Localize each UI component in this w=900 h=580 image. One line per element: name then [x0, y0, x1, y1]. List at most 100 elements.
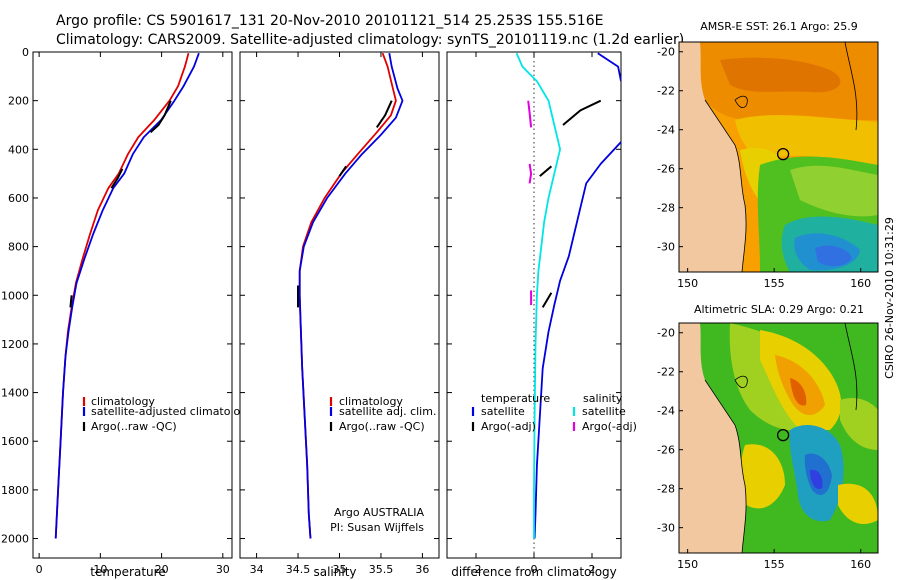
sla-map-frame	[678, 322, 879, 554]
series-satellite-adj-clim	[298, 53, 404, 539]
x-tick-label: 10	[93, 563, 107, 576]
side-timestamp-label: CSIRO 26-Nov-2010 10:31:29	[883, 217, 896, 379]
map-y-tick-label: -30	[657, 241, 675, 254]
map-x-tick-label: 150	[677, 277, 698, 290]
difference-panel: -2 0 2 difference from climatology tempera…	[446, 51, 637, 579]
y-tick-label: 800	[8, 241, 29, 254]
difference-xlabel: difference from climatology	[451, 565, 617, 579]
map-x-tick-label: 155	[764, 277, 785, 290]
legend-title-salinity: salinity	[583, 392, 623, 405]
y-tick-label: 200	[8, 95, 29, 108]
legend-label-argo: Argo(..raw -QC)	[339, 420, 425, 433]
series-argo-raw-qc	[69, 295, 73, 308]
map-y-tick-label: -26	[657, 444, 675, 457]
annotation-argo-australia: Argo AUSTRALIA	[334, 506, 424, 519]
x-tick-label: 35	[333, 563, 347, 576]
y-tick-label: 600	[8, 192, 29, 205]
temperature-plot-frame	[32, 51, 233, 559]
argo-location-marker	[776, 147, 790, 161]
series-argo-adj-temperature	[562, 99, 602, 126]
series-argo-raw-qc	[338, 165, 347, 177]
series-argo-raw-qc	[149, 100, 172, 134]
legend-label-argo: Argo(..raw -QC)	[91, 420, 177, 433]
map-y-tick-label: -22	[657, 85, 675, 98]
temperature-legend: climatology satellite-adjusted climatolo…	[82, 395, 254, 433]
series-satellite-temperature	[597, 52, 621, 82]
sst-map-ticks: 150 155 160 -20 -22 -24 -26 -28 -30	[657, 46, 871, 290]
x-tick-label: 0	[531, 563, 538, 576]
legend-label-satellite: satellite-adjusted climatology	[91, 405, 254, 418]
x-tick-label: 35.5	[369, 563, 394, 576]
difference-legend: temperature salinity satellite Argo(-adj…	[471, 392, 637, 433]
y-tick-label: 2000	[1, 533, 29, 546]
series-argo-adj-temperature	[539, 165, 553, 177]
map-y-tick-label: -22	[657, 366, 675, 379]
series-argo-adj-salinity	[528, 163, 533, 184]
y-tick-label: 1000	[1, 289, 29, 302]
salinity-plot-frame	[239, 51, 440, 559]
header-line-1: Argo profile: CS 5901617_131 20-Nov-2010…	[56, 13, 603, 29]
legend-label-climatology: climatology	[339, 395, 403, 408]
y-tick-label: 400	[8, 143, 29, 156]
y-tick-label: 0	[22, 46, 29, 59]
temperature-xlabel: temperature	[90, 565, 165, 579]
x-tick-label: 20	[155, 563, 169, 576]
header-line-2: Climatology: CARS2009. Satellite-adjuste…	[56, 32, 684, 48]
salinity-panel: 34 34.5 35 35.5 36 salinity climatology sate…	[239, 51, 440, 579]
map-y-tick-label: -24	[657, 405, 675, 418]
legend-label-climatology: climatology	[91, 395, 155, 408]
series-satellite-temperature-lower	[533, 141, 621, 539]
sla-map-ticks: 150 155 160 -20 -22 -24 -26 -28 -30	[657, 327, 871, 571]
legend-label-satellite: satellite adj. clim.	[339, 405, 436, 418]
map-y-tick-label: -30	[657, 522, 675, 535]
legend-label-temp-satellite: satellite	[481, 405, 525, 418]
series-satellite-adjusted-climatology	[54, 52, 200, 539]
sst-map-field	[679, 42, 878, 272]
map-x-tick-label: 160	[850, 277, 871, 290]
sla-map: Altimetric SLA: 0.29 Argo: 0.21 150 155 16…	[657, 303, 879, 571]
difference-ticks: -2 0 2	[447, 51, 621, 576]
x-tick-label: 30	[216, 563, 230, 576]
temperature-panel: 0 10 20 30 0 200 400 600 800 1000 1200 1400 1600 1800…	[1, 46, 254, 579]
series-argo-adj-salinity	[527, 100, 533, 128]
map-y-tick-label: -24	[657, 124, 675, 137]
sst-map-title: AMSR-E SST: 26.1 Argo: 25.9	[700, 20, 858, 33]
series-argo-raw-qc	[110, 168, 124, 189]
series-satellite-salinity	[515, 52, 561, 539]
series-argo-raw-qc	[375, 100, 393, 128]
salinity-xlabel: salinity	[313, 565, 356, 579]
map-y-tick-label: -20	[657, 46, 675, 59]
series-argo-adj-temperature	[541, 292, 553, 308]
annotation-pi: PI: Susan Wijffels	[330, 521, 424, 534]
map-x-tick-label: 155	[764, 558, 785, 571]
map-y-tick-label: -28	[657, 483, 675, 496]
argo-location-marker	[776, 428, 790, 442]
map-y-tick-label: -20	[657, 327, 675, 340]
sla-map-field	[679, 323, 878, 553]
y-tick-label: 1200	[1, 338, 29, 351]
salinity-legend: climatology satellite adj. clim. Argo(..…	[329, 395, 436, 433]
temperature-lines	[54, 52, 200, 539]
map-y-tick-label: -28	[657, 202, 675, 215]
map-x-tick-label: 150	[677, 558, 698, 571]
y-tick-label: 1800	[1, 484, 29, 497]
y-tick-label: 1600	[1, 435, 29, 448]
salinity-lines	[297, 52, 404, 539]
sst-map: AMSR-E SST: 26.1 Argo: 25.9 150 155 160 -20…	[657, 20, 879, 290]
x-tick-label: 2	[589, 563, 596, 576]
y-tick-label: 1400	[1, 387, 29, 400]
x-tick-label: -2	[471, 563, 482, 576]
legend-label-sal-satellite: satellite	[582, 405, 626, 418]
x-tick-label: 34	[250, 563, 264, 576]
x-tick-label: 36	[415, 563, 429, 576]
salinity-ticks: 34 34.5 35 35.5 36	[240, 51, 439, 576]
map-x-tick-label: 160	[850, 558, 871, 571]
sla-map-title: Altimetric SLA: 0.29 Argo: 0.21	[694, 303, 864, 316]
map-y-tick-label: -26	[657, 163, 675, 176]
legend-title-temperature: temperature	[481, 392, 550, 405]
difference-lines	[515, 52, 621, 558]
legend-label-temp-argo: Argo(-adj)	[481, 420, 536, 433]
x-tick-label: 34.5	[286, 563, 311, 576]
sst-map-frame	[678, 41, 879, 273]
